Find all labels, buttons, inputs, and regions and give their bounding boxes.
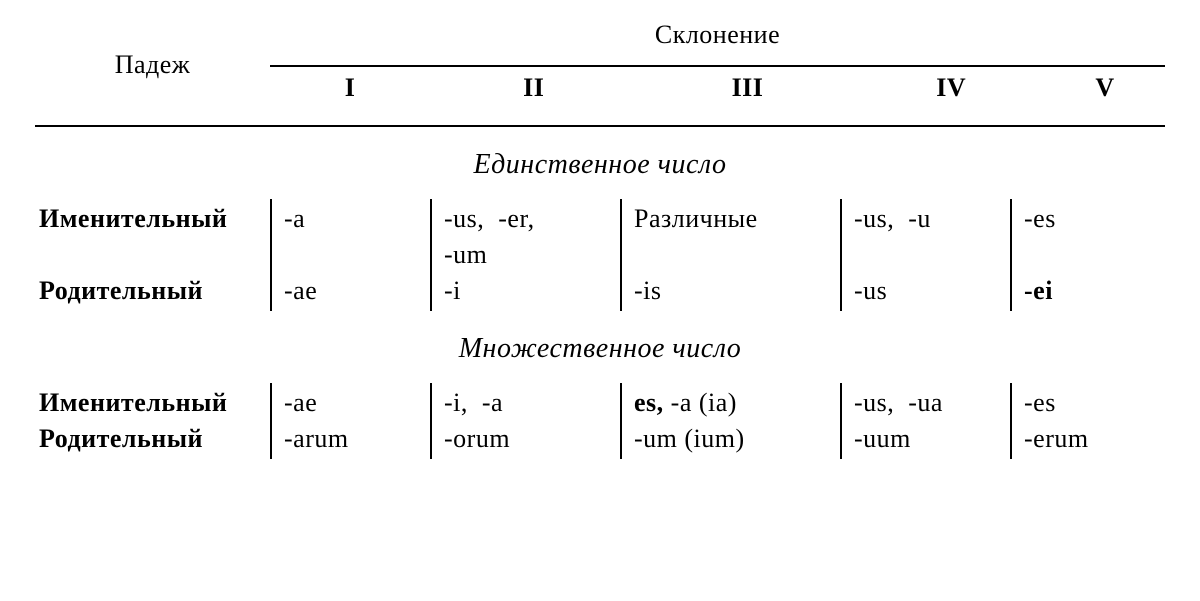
row-label-genitive: Родительный [39,421,266,457]
sg-gen-iv: -us [854,273,1006,309]
col-iii: es, -a (ia) -um (ium) [620,383,840,459]
col-iv: -us, -ua -uum [840,383,1010,459]
sg-gen-iii: -is [634,273,836,309]
pl-nom-i: -ae [284,385,426,421]
header-rule-full [35,125,1165,127]
col-ii: -us, -er, -um -i [430,199,620,311]
section-title-singular: Единственное число [35,149,1165,181]
roman-ii: II [439,73,629,103]
row-spacer [1024,237,1126,273]
sg-nom-iii: Различные [634,201,836,237]
pl-gen-iii: -um (ium) [634,421,836,457]
col-iii: Различные -is [620,199,840,311]
singular-block: Именительный Родительный -a -ae -us, -er… [35,199,1165,311]
row-label-nominative: Именительный [39,201,266,237]
row-spacer [854,237,1006,273]
col-ii: -i, -a -orum [430,383,620,459]
sg-nom-v: -es [1024,201,1126,237]
plural-block: Именительный Родительный -ae -arum -i, -… [35,383,1165,459]
sg-nom-iv: -us, -u [854,201,1006,237]
col-v: -es -ei [1010,199,1130,311]
roman-i: I [270,73,430,103]
sg-nom-ii-1: -us, -er, [444,201,616,237]
pl-nom-iv: -us, -ua [854,385,1006,421]
pl-nom-v: -es [1024,385,1126,421]
col-i: -a -ae [270,199,430,311]
declension-title: Склонение [270,20,1165,50]
sg-gen-i: -ae [284,273,426,309]
col-iv: -us, -u -us [840,199,1010,311]
pl-nom-iii: es, -a (ia) [634,385,836,421]
pl-gen-v: -erum [1024,421,1126,457]
roman-iv: IV [866,73,1036,103]
case-column: Именительный Родительный [35,199,270,311]
pl-nom-ii: -i, -a [444,385,616,421]
sg-nom-i: -a [284,201,426,237]
case-label: Падеж [35,20,270,80]
row-spacer [39,237,266,273]
sg-nom-ii-2: -um [444,237,616,273]
roman-v: V [1045,73,1165,103]
pl-gen-ii: -orum [444,421,616,457]
case-column: Именительный Родительный [35,383,270,459]
row-spacer [634,237,836,273]
pl-gen-i: -arum [284,421,426,457]
pl-gen-iv: -uum [854,421,1006,457]
col-i: -ae -arum [270,383,430,459]
section-title-plural: Множественное число [35,333,1165,365]
sg-gen-v: -ei [1024,273,1126,309]
roman-numerals-row: I II III IV V [270,67,1165,117]
sg-gen-ii: -i [444,273,616,309]
pl-nom-iii-bold: es, [634,388,664,417]
row-label-genitive: Родительный [39,273,266,309]
pl-nom-iii-rest: -a (ia) [664,388,737,417]
row-label-nominative: Именительный [39,385,266,421]
roman-iii: III [638,73,858,103]
col-v: -es -erum [1010,383,1130,459]
declension-block: Склонение I II III IV V [270,20,1165,117]
row-spacer [284,237,426,273]
table-header: Падеж Склонение I II III IV V [35,20,1165,117]
